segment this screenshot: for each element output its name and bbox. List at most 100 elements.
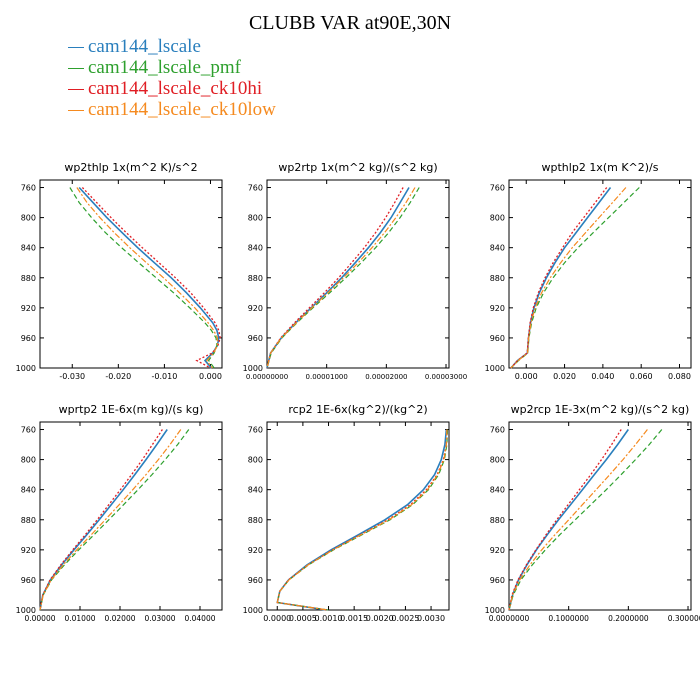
x-tick-label-3-3: 0.060: [630, 372, 653, 381]
x-tick-label-2-1: 0.00001000: [306, 373, 348, 381]
y-tick-label-4-0: 760: [21, 426, 36, 435]
y-tick-label-4-4: 920: [21, 546, 36, 555]
x-tick-label-1-0: -0.030: [59, 372, 85, 381]
y-tick-label-1-0: 760: [21, 184, 36, 193]
legend-label-lscale-pmf: cam144_lscale_pmf: [88, 57, 242, 78]
series-line-6-2: [508, 429, 663, 611]
y-tick-label-4-6: 1000: [16, 606, 36, 615]
y-tick-label-6-1: 800: [490, 456, 505, 465]
x-tick-label-4-2: 0.02000: [104, 614, 135, 623]
legend-item-lscale: cam144_lscale: [68, 36, 276, 57]
panel-title-3: wpthlp2 1x(m K^2)/s: [542, 161, 659, 174]
x-tick-label-3-4: 0.080: [668, 372, 691, 381]
y-tick-label-1-5: 960: [21, 334, 36, 343]
series-line-4-1: [39, 429, 168, 611]
y-tick-label-2-6: 1000: [243, 364, 263, 373]
y-tick-label-2-4: 920: [248, 304, 263, 313]
y-tick-label-3-4: 920: [490, 304, 505, 313]
legend-label-lscale-ck10low: cam144_lscale_ck10low: [88, 99, 276, 120]
series-line-1-3: [81, 187, 221, 369]
x-tick-label-5-4: 0.0020: [366, 614, 394, 623]
y-tick-label-6-4: 920: [490, 546, 505, 555]
series-line-4-2: [39, 429, 190, 611]
x-tick-label-5-3: 0.0015: [340, 614, 368, 623]
y-tick-label-2-1: 800: [248, 214, 263, 223]
legend-swatch-lscale-pmf: [68, 68, 84, 70]
x-tick-label-4-4: 0.04000: [184, 614, 215, 623]
legend-label-lscale: cam144_lscale: [88, 36, 201, 57]
panel-title-6: wp2rcp 1E-3x(m^2 kg)/(s^2 kg): [511, 403, 690, 416]
y-tick-label-1-4: 920: [21, 304, 36, 313]
panel-frame-6: [508, 421, 692, 611]
y-tick-label-4-2: 840: [21, 486, 36, 495]
x-tick-label-6-1: 0.1000000: [548, 614, 589, 623]
panel-frame-1: [39, 179, 223, 369]
x-tick-label-2-2: 0.00002000: [365, 373, 407, 381]
y-tick-label-1-2: 840: [21, 244, 36, 253]
series-line-6-3: [508, 429, 622, 611]
x-tick-label-1-3: 0.000: [199, 372, 222, 381]
series-line-5-1: [276, 429, 448, 611]
legend-label-lscale-ck10hi: cam144_lscale_ck10hi: [88, 78, 263, 99]
y-tick-label-5-5: 960: [248, 576, 263, 585]
x-tick-label-1-1: -0.020: [105, 372, 131, 381]
series-line-3-3: [510, 187, 608, 369]
y-tick-label-5-1: 800: [248, 456, 263, 465]
chart-main-title: CLUBB VAR at90E,30N: [248, 12, 452, 34]
series-line-1-2: [69, 187, 218, 369]
panel-title-4: wprtp2 1E-6x(m kg)/(s kg): [59, 403, 204, 416]
legend-item-lscale-pmf: cam144_lscale_pmf: [68, 57, 276, 78]
y-tick-label-6-3: 880: [490, 516, 505, 525]
series-line-4-3: [39, 429, 163, 611]
y-tick-label-6-5: 960: [490, 576, 505, 585]
x-tick-label-4-0: 0.00000: [24, 614, 55, 623]
legend: cam144_lscale cam144_lscale_pmf cam144_l…: [68, 36, 276, 120]
series-line-6-4: [508, 429, 648, 611]
x-tick-label-5-1: 0.0005: [289, 614, 317, 623]
y-tick-label-5-2: 840: [248, 486, 263, 495]
panel-frame-2: [266, 179, 450, 369]
series-line-3-1: [510, 187, 612, 369]
x-tick-label-5-6: 0.0030: [417, 614, 445, 623]
x-tick-label-1-2: -0.010: [152, 372, 178, 381]
y-tick-label-3-5: 960: [490, 334, 505, 343]
series-line-1-1: [78, 186, 220, 369]
panel-title-1: wp2thlp 1x(m^2 K)/s^2: [64, 161, 197, 174]
x-tick-label-6-2: 0.2000000: [608, 614, 649, 623]
x-tick-label-5-2: 0.0010: [315, 614, 343, 623]
legend-swatch-lscale: [68, 47, 84, 49]
series-line-5-3: [276, 429, 448, 611]
x-tick-label-3-0: 0.000: [515, 372, 538, 381]
legend-item-lscale-ck10low: cam144_lscale_ck10low: [68, 99, 276, 120]
series-line-2-2: [266, 187, 420, 369]
x-tick-label-5-5: 0.0025: [391, 614, 419, 623]
y-tick-label-3-0: 760: [490, 184, 505, 193]
y-tick-label-6-2: 840: [490, 486, 505, 495]
series-line-4-4: [39, 429, 182, 611]
y-tick-label-6-6: 1000: [485, 606, 505, 615]
y-tick-label-1-3: 880: [21, 274, 36, 283]
series-line-5-4: [276, 429, 448, 611]
legend-item-lscale-ck10hi: cam144_lscale_ck10hi: [68, 78, 276, 99]
x-tick-label-2-3: 0.00003000: [425, 373, 467, 381]
panel-frame-4: [39, 421, 223, 611]
y-tick-label-4-3: 880: [21, 516, 36, 525]
series-line-1-4: [76, 187, 218, 369]
y-tick-label-3-3: 880: [490, 274, 505, 283]
x-tick-label-3-1: 0.020: [553, 372, 576, 381]
series-line-2-1: [266, 187, 410, 369]
x-tick-label-3-2: 0.040: [591, 372, 614, 381]
x-tick-label-2-0: 0.00000000: [246, 373, 288, 381]
y-tick-label-3-2: 840: [490, 244, 505, 253]
y-tick-label-4-1: 800: [21, 456, 36, 465]
panel-frame-5: [266, 421, 450, 611]
x-tick-label-6-0: 0.0000000: [489, 614, 530, 623]
y-tick-label-1-1: 800: [21, 214, 36, 223]
x-tick-label-5-0: 0.0000: [263, 614, 291, 623]
series-line-3-2: [510, 187, 640, 369]
x-tick-label-4-3: 0.03000: [144, 614, 175, 623]
y-tick-label-5-0: 760: [248, 426, 263, 435]
legend-swatch-lscale-ck10hi: [68, 89, 84, 91]
y-tick-label-1-6: 1000: [16, 364, 36, 373]
